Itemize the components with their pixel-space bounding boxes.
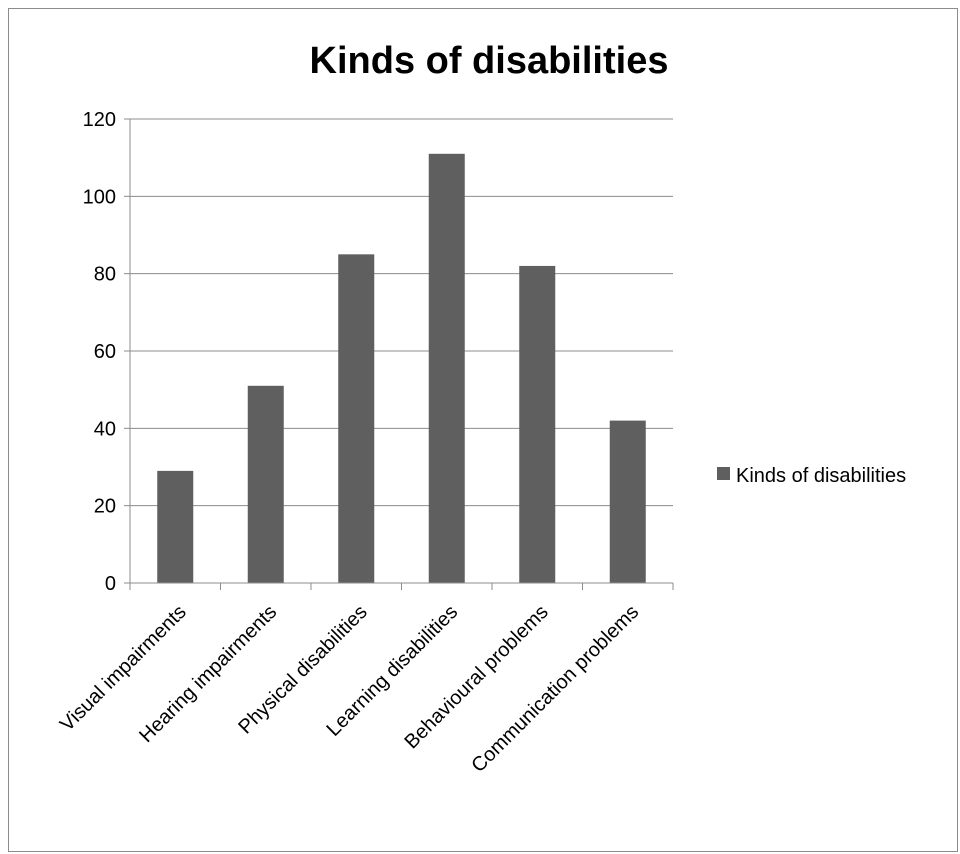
- y-tick-label: 80: [94, 264, 116, 286]
- bar: [157, 470, 194, 583]
- y-tick-label: 120: [83, 109, 116, 131]
- bar: [247, 385, 284, 583]
- y-tick-label: 100: [83, 186, 116, 208]
- gridlines: [130, 118, 673, 507]
- chart-frame: [8, 8, 958, 852]
- y-axis-ticks: 0 20 40 60 80 100 120: [83, 109, 130, 595]
- bar: [338, 254, 375, 584]
- legend: Kinds of disabilities: [717, 465, 906, 487]
- bar: [609, 420, 646, 583]
- legend-label: Kinds of disabilities: [736, 465, 906, 487]
- bars: [157, 153, 646, 584]
- y-tick-label: 0: [105, 573, 116, 595]
- legend-swatch: [717, 467, 730, 480]
- y-tick-label: 60: [94, 341, 116, 363]
- chart-title: Kinds of disabilities: [310, 40, 669, 82]
- bar: [519, 265, 556, 583]
- x-tick-label: Communication problems: [467, 601, 643, 777]
- y-tick-label: 20: [94, 496, 116, 518]
- axes: [129, 119, 674, 590]
- bar: [428, 153, 465, 584]
- y-tick-label: 40: [94, 418, 116, 440]
